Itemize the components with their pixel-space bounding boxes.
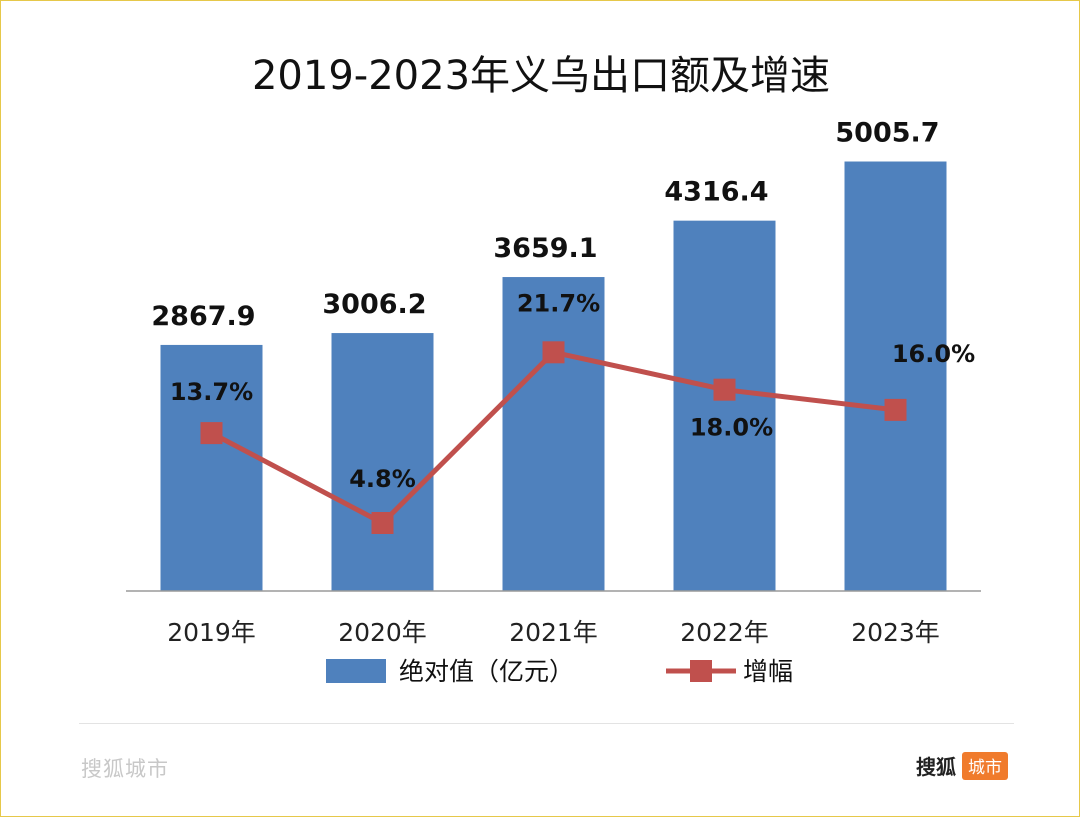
chart: 2019-2023年义乌出口额及增速 2867.9 3006.2 3659.1 4316… xyxy=(126,53,981,686)
bar-value-label: 4316.4 xyxy=(664,177,768,208)
legend-bar-swatch xyxy=(326,659,386,683)
growth-value-label: 21.7% xyxy=(517,289,600,317)
watermark-right: 搜狐 城市 xyxy=(916,751,1008,780)
watermark-badge: 城市 xyxy=(962,751,1008,780)
growth-point xyxy=(884,398,907,421)
legend-line-label: 增幅 xyxy=(743,657,793,686)
bar xyxy=(844,161,947,592)
bar-value-label: 3006.2 xyxy=(322,289,426,320)
x-tick-label: 2020年 xyxy=(338,618,427,647)
legend-bar-label: 绝对值（亿元） xyxy=(399,657,574,686)
bar xyxy=(673,220,776,591)
watermark-right-text: 搜狐 xyxy=(916,755,956,779)
watermark-left: 搜狐城市 xyxy=(81,757,169,781)
bar xyxy=(160,344,263,591)
divider xyxy=(79,723,1014,724)
growth-point xyxy=(371,512,394,534)
x-tick-label: 2021年 xyxy=(509,618,598,647)
bar-value-label: 3659.1 xyxy=(493,233,597,264)
x-tick-label: 2023年 xyxy=(851,618,940,647)
growth-value-label: 4.8% xyxy=(349,465,416,493)
legend-line-marker xyxy=(690,660,712,682)
bar-value-label: 2867.9 xyxy=(151,301,255,332)
bar xyxy=(331,333,434,591)
growth-value-label: 13.7% xyxy=(170,378,253,406)
chart-title: 2019-2023年义乌出口额及增速 xyxy=(252,53,830,99)
bar xyxy=(502,277,605,591)
growth-value-label: 16.0% xyxy=(892,340,975,368)
growth-value-label: 18.0% xyxy=(690,414,773,442)
growth-point xyxy=(713,378,736,401)
bar-value-label: 5005.7 xyxy=(835,118,939,149)
x-tick-label: 2019年 xyxy=(167,618,256,647)
growth-point xyxy=(200,422,223,445)
x-tick-label: 2022年 xyxy=(680,618,769,647)
growth-point xyxy=(542,341,565,364)
